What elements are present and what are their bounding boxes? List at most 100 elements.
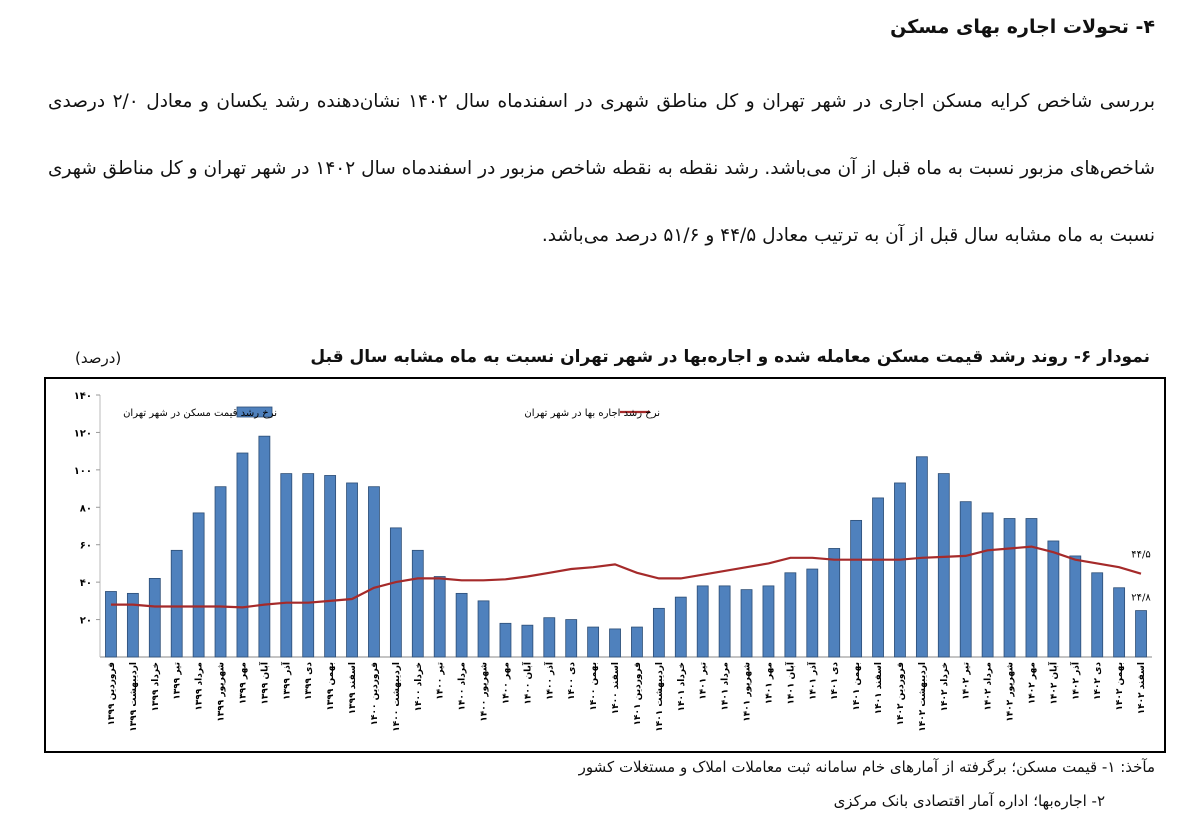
x-tick-label: اسفند ۱۳۹۹: [348, 662, 358, 714]
x-tick-label: آذر ۱۳۹۹: [280, 661, 292, 700]
x-tick-label: اردیبهشت ۱۴۰۲: [918, 662, 928, 732]
x-tick-label: اسفند ۱۴۰۱: [874, 662, 884, 714]
x-tick-label: مرداد ۱۴۰۱: [721, 662, 731, 711]
data-label: ۴۴/۵: [1131, 550, 1150, 561]
x-tick-label: مهر ۱۴۰۰: [501, 662, 511, 704]
bar: [126, 592, 139, 658]
x-tick-label: بهمن ۱۳۹۹: [326, 662, 336, 711]
x-tick-label: مرداد ۱۳۹۹: [195, 662, 205, 711]
x-tick-label: خرداد ۱۳۹۹: [151, 662, 161, 712]
x-tick-label: آبان ۱۴۰۰: [521, 661, 533, 705]
chart-frame: [44, 377, 1166, 753]
bar: [718, 585, 731, 658]
y-tick-label: ۱۲۰: [74, 428, 92, 439]
y-tick-label: ۸۰: [80, 503, 92, 514]
x-tick-label: اسفند ۱۴۰۲: [1137, 662, 1147, 714]
x-tick-label: شهریور ۱۳۹۹: [217, 662, 227, 722]
bar: [170, 549, 183, 658]
x-tick-label: آذر ۱۴۰۰: [543, 661, 555, 700]
x-tick-label: آذر ۱۴۰۱: [806, 661, 818, 700]
x-tick-label: فروردین ۱۴۰۲: [896, 662, 906, 726]
line: [111, 545, 1142, 609]
source-note: مآخذ: ۱- قیمت مسکن؛ برگرفته از آمارهای خ…: [578, 758, 1155, 776]
x-tick-label: مرداد ۱۴۰۲: [984, 662, 994, 711]
bar: [368, 486, 380, 658]
bar: [587, 626, 600, 658]
x-tick-label: فروردین ۱۴۰۰: [370, 662, 380, 726]
x-tick-label: خرداد ۱۴۰۱: [677, 662, 687, 712]
bar: [192, 512, 205, 658]
x-tick-label: مهر ۱۳۹۹: [238, 662, 248, 704]
bar: [981, 512, 994, 658]
bar: [1113, 587, 1126, 658]
bar: [389, 527, 402, 658]
chart-title: نمودار ۶- روند رشد قیمت مسکن معامله شده …: [310, 347, 1150, 367]
x-tick-label: بهمن ۱۴۰۱: [852, 662, 862, 711]
bar: [872, 497, 884, 658]
x-tick-label: بهمن ۱۴۰۲: [1115, 662, 1125, 711]
bar: [828, 548, 841, 658]
bar: [1135, 610, 1147, 658]
x-tick-label: دی ۱۴۰۱: [830, 662, 840, 700]
bar: [631, 626, 643, 658]
x-tick-label: اردیبهشت ۱۴۰۱: [655, 662, 665, 732]
bar: [324, 475, 337, 658]
legend-swatch: [236, 406, 273, 418]
x-tick-label: تیر ۱۳۹۹: [173, 662, 183, 700]
heading: ۴- تحولات اجاره بهای مسکن: [890, 16, 1155, 38]
bar: [740, 589, 753, 658]
bar: [762, 585, 775, 658]
x-tick-label: مرداد ۱۴۰۰: [458, 662, 468, 711]
legend-label: نرخ رشد قیمت مسکن در شهر تهران: [123, 408, 277, 419]
bar: [214, 486, 227, 658]
bar: [806, 568, 819, 658]
x-tick-label: اردیبهشت ۱۴۰۰: [392, 662, 402, 732]
x-tick-label: دی ۱۴۰۲: [1093, 662, 1103, 700]
y-tick-label: ۴۰: [80, 578, 92, 589]
bar: [565, 619, 578, 658]
bar: [148, 578, 161, 658]
x-tick-label: شهریور ۱۴۰۰: [480, 662, 490, 722]
x-tick-label: اردیبهشت ۱۳۹۹: [129, 662, 139, 732]
x-tick-label: آبان ۱۴۰۱: [784, 661, 796, 705]
x-tick-label: فروردین ۱۳۹۹: [107, 662, 117, 726]
x-tick-label: دی ۱۴۰۰: [567, 662, 577, 700]
bar: [1069, 555, 1082, 658]
y-tick-label: ۱۴۰: [74, 391, 92, 402]
bar: [346, 482, 358, 658]
bar: [477, 600, 490, 658]
paragraph: بررسی شاخص کرایه مسکن اجاری در شهر تهران…: [48, 91, 1155, 246]
x-tick-label: شهریور ۱۴۰۲: [1006, 662, 1016, 722]
legend-label: نرخ رشد اجاره بها در شهر تهران: [524, 408, 660, 419]
y-tick-label: ۶۰: [80, 541, 92, 552]
y-tick-label: ۱۰۰: [74, 466, 92, 477]
x-tick-label: بهمن ۱۴۰۰: [589, 662, 599, 711]
bar: [521, 624, 534, 658]
data-label: ۲۴/۸: [1131, 593, 1151, 604]
bar: [433, 576, 446, 658]
bar: [959, 501, 972, 658]
bar: [696, 585, 709, 658]
bar: [499, 622, 512, 658]
bar: [937, 473, 950, 658]
x-tick-label: آبان ۱۳۹۹: [258, 661, 270, 705]
bar: [1025, 518, 1038, 658]
x-tick-label: دی ۱۳۹۹: [304, 662, 314, 700]
x-tick-label: مهر ۱۴۰۲: [1027, 662, 1037, 704]
source-note: ۲- اجاره‌بها؛ اداره آمار اقتصادی بانک مر…: [833, 792, 1105, 810]
x-tick-label: آبان ۱۴۰۲: [1047, 661, 1059, 705]
x-tick-label: تیر ۱۴۰۱: [699, 662, 709, 700]
bar: [105, 591, 117, 658]
bar: [543, 617, 556, 658]
y-tick-label: ۲۰: [80, 616, 92, 627]
bar: [1047, 540, 1060, 658]
x-tick-label: اسفند ۱۴۰۰: [611, 662, 621, 714]
bar: [280, 473, 293, 658]
bar: [894, 482, 906, 658]
bar: [1003, 518, 1016, 658]
bar: [784, 572, 797, 658]
bar: [258, 435, 271, 658]
x-tick-label: تیر ۱۴۰۲: [962, 662, 972, 700]
